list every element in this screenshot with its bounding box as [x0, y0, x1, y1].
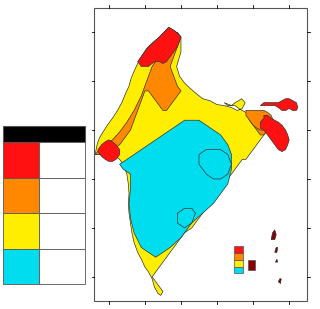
- Bar: [234, 253, 243, 260]
- Bar: [3, 213, 39, 249]
- Bar: [234, 260, 243, 267]
- Polygon shape: [260, 115, 289, 152]
- Bar: [39, 249, 85, 284]
- Polygon shape: [250, 115, 271, 135]
- Polygon shape: [95, 32, 181, 154]
- Bar: [3, 126, 85, 142]
- Bar: [39, 213, 85, 249]
- Polygon shape: [98, 140, 120, 161]
- Polygon shape: [199, 150, 231, 179]
- Polygon shape: [278, 279, 281, 284]
- Polygon shape: [120, 120, 231, 257]
- Bar: [39, 178, 85, 213]
- Polygon shape: [95, 27, 271, 295]
- Polygon shape: [138, 27, 181, 66]
- Bar: [248, 260, 255, 270]
- Polygon shape: [177, 208, 196, 228]
- Polygon shape: [260, 99, 298, 110]
- Polygon shape: [246, 110, 273, 130]
- Bar: [3, 178, 39, 213]
- Bar: [234, 246, 243, 253]
- Bar: [234, 267, 243, 273]
- Polygon shape: [275, 248, 278, 252]
- Bar: [3, 249, 39, 284]
- Polygon shape: [271, 230, 276, 240]
- Polygon shape: [276, 259, 278, 262]
- Bar: [94, 8, 307, 301]
- Bar: [39, 142, 85, 178]
- Bar: [3, 142, 39, 178]
